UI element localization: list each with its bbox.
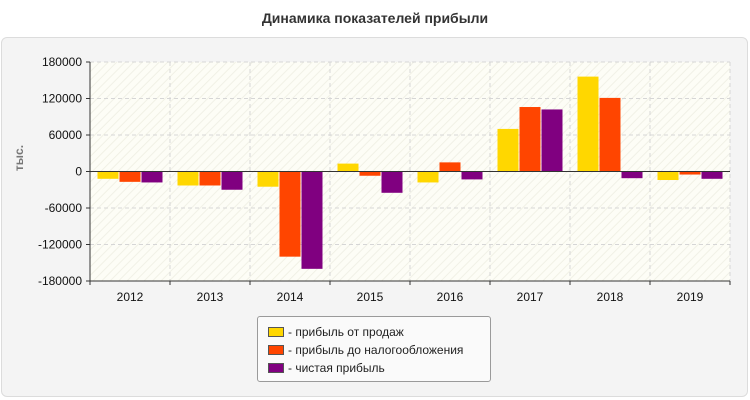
bar (381, 171, 403, 193)
y-tick-label: 0 (75, 165, 82, 179)
bar (119, 171, 141, 182)
chart-title: Динамика показателей прибыли (261, 10, 489, 26)
y-tick-label: -120000 (38, 238, 82, 252)
legend-swatch (268, 327, 284, 337)
bar (621, 171, 643, 179)
y-tick-label: 120000 (42, 92, 82, 106)
bar (417, 171, 439, 183)
x-tick-label: 2013 (197, 290, 224, 304)
legend-item-sales-profit: - прибыль от продаж (268, 323, 490, 341)
y-tick-label: 180000 (42, 55, 82, 69)
bar (701, 171, 723, 179)
x-tick-label: 2019 (677, 290, 704, 304)
bar (439, 162, 461, 172)
legend-label: - прибыль до налогообложения (288, 343, 464, 357)
bar (279, 171, 301, 257)
x-tick-label: 2018 (597, 290, 624, 304)
bar (679, 171, 701, 175)
x-tick-label: 2016 (437, 290, 464, 304)
bar (221, 171, 243, 190)
bar (657, 171, 679, 181)
y-tick-label: 60000 (49, 128, 83, 142)
bar (199, 171, 221, 186)
bar (301, 171, 323, 269)
x-tick-label: 2015 (357, 290, 384, 304)
legend-label: - чистая прибыль (288, 361, 385, 375)
legend-item-pretax-profit: - прибыль до налогообложения (268, 341, 490, 359)
y-axis-label: тыс. (12, 145, 26, 171)
legend-swatch (268, 363, 284, 373)
bar (599, 97, 621, 172)
x-tick-label: 2014 (277, 290, 304, 304)
x-tick-label: 2012 (117, 290, 144, 304)
bar (177, 171, 199, 186)
legend: - прибыль от продаж - прибыль до налогоо… (257, 316, 491, 382)
legend-item-net-profit: - чистая прибыль (268, 359, 490, 377)
bar (497, 128, 519, 172)
bar-layer (97, 76, 723, 269)
bar (541, 109, 563, 172)
bar (577, 76, 599, 172)
bar (359, 171, 381, 176)
bar (337, 163, 359, 172)
bar (97, 171, 119, 179)
axis-layer: 180000 120000 60000 0 -60000 -120000 -180000 20… (38, 55, 731, 304)
y-tick-label: -180000 (38, 274, 82, 288)
bar (461, 171, 483, 180)
bar (519, 107, 541, 172)
legend-label: - прибыль от продаж (288, 325, 404, 339)
x-tick-label: 2017 (517, 290, 544, 304)
legend-swatch (268, 345, 284, 355)
y-tick-label: -60000 (45, 201, 83, 215)
bar (257, 171, 279, 187)
bar (141, 171, 163, 183)
